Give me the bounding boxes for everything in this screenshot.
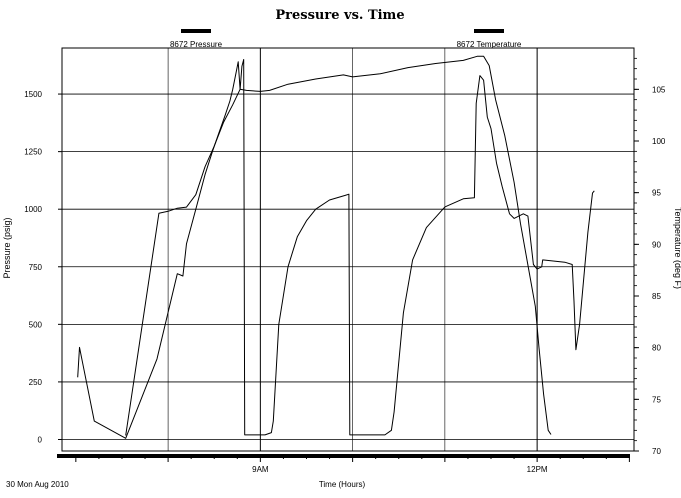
y-axis-label-right: Temperature (deg F)	[673, 207, 681, 289]
y-tick-label: 750	[29, 263, 43, 272]
axis-ticks: 0 250 500 750 1000 1250 1500 70 75 80 85 90 95 100 105…	[24, 57, 666, 474]
time-axis-bar	[57, 454, 630, 458]
y2-tick-label: 85	[652, 292, 661, 301]
y-tick-label: 1500	[24, 90, 42, 99]
y-tick-label: 1250	[24, 148, 42, 157]
chart-title: Pressure vs. Time	[275, 8, 404, 23]
data-series	[77, 55, 595, 439]
date-label: 30 Mon Aug 2010	[6, 480, 69, 489]
series-line-pressure	[77, 59, 595, 439]
legend-swatch-temperature	[474, 29, 504, 33]
x-tick-label: 9AM	[252, 465, 269, 474]
x-axis-label: Time (Hours)	[319, 480, 366, 489]
y2-tick-label: 70	[652, 447, 661, 456]
y2-tick-label: 105	[652, 85, 666, 94]
legend-label-pressure: 8672 Pressure	[170, 40, 223, 49]
y2-tick-label: 75	[652, 395, 661, 404]
series-line-temperature	[125, 55, 552, 436]
y2-tick-label: 95	[652, 189, 661, 198]
legend-label-temperature: 8672 Temperature	[457, 40, 522, 49]
y-tick-label: 0	[38, 435, 43, 444]
legend-swatch-pressure	[181, 29, 211, 33]
x-tick-label: 12PM	[527, 465, 548, 474]
y-tick-label: 1000	[24, 205, 42, 214]
y-tick-label: 500	[29, 320, 43, 329]
grid-lines	[62, 48, 634, 451]
plot-frame	[61, 47, 635, 452]
y2-tick-label: 80	[652, 344, 661, 353]
y-axis-label-left: Pressure (psig)	[2, 217, 12, 278]
y2-tick-label: 90	[652, 240, 661, 249]
y-tick-label: 250	[29, 378, 43, 387]
y2-tick-label: 100	[652, 137, 666, 146]
